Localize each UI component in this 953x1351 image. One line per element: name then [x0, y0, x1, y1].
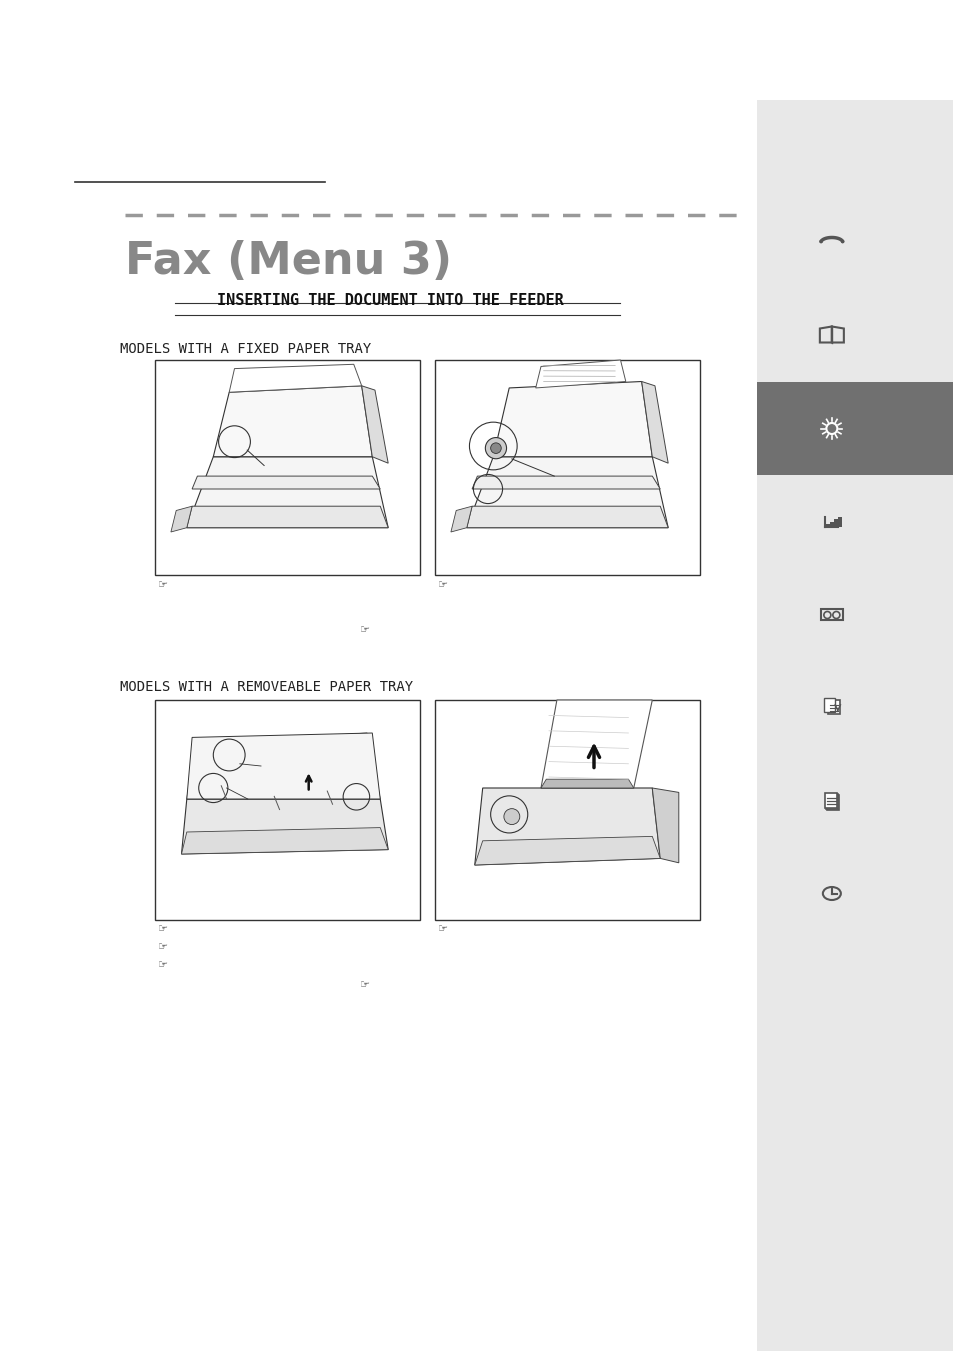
Text: INSERTING THE DOCUMENT INTO THE FEEDER: INSERTING THE DOCUMENT INTO THE FEEDER [216, 293, 563, 308]
Bar [435, 700, 700, 920]
Circle shape [503, 809, 519, 824]
Polygon shape [493, 381, 652, 457]
Text: ☞: ☞ [158, 942, 168, 952]
Polygon shape [187, 734, 380, 798]
Polygon shape [192, 476, 380, 489]
Bar [757, 940, 953, 1034]
Polygon shape [536, 359, 625, 388]
Text: ☞: ☞ [158, 924, 168, 934]
Bar [757, 196, 953, 289]
Polygon shape [187, 507, 388, 528]
Polygon shape [641, 381, 667, 463]
Polygon shape [475, 836, 659, 865]
Polygon shape [187, 734, 380, 798]
Polygon shape [187, 457, 388, 528]
Text: ☞: ☞ [437, 580, 448, 590]
Polygon shape [540, 700, 652, 788]
Bar [825, 524, 829, 527]
Bar [757, 754, 953, 847]
Polygon shape [827, 700, 839, 713]
Polygon shape [466, 457, 667, 528]
Polygon shape [826, 794, 839, 809]
Circle shape [490, 443, 500, 454]
Polygon shape [475, 788, 659, 865]
Bar [757, 567, 953, 661]
Polygon shape [652, 788, 679, 863]
Polygon shape [171, 507, 192, 532]
Text: ☞: ☞ [158, 580, 168, 590]
Bar [757, 1125, 953, 1219]
Polygon shape [451, 507, 472, 532]
Bar [820, 609, 842, 620]
Text: MODELS WITH A REMOVEABLE PAPER TRAY: MODELS WITH A REMOVEABLE PAPER TRAY [120, 680, 413, 694]
Circle shape [485, 438, 506, 459]
Bar [435, 359, 700, 576]
Polygon shape [824, 793, 837, 808]
Circle shape [840, 239, 843, 243]
Bar [757, 289, 953, 382]
Bar [757, 1034, 953, 1125]
Bar [838, 516, 841, 527]
Bar [757, 1219, 953, 1351]
Bar [757, 100, 953, 196]
Text: MODELS WITH A FIXED PAPER TRAY: MODELS WITH A FIXED PAPER TRAY [120, 342, 371, 357]
Bar [757, 476, 953, 567]
Bar [829, 521, 833, 527]
Polygon shape [472, 476, 659, 489]
Circle shape [819, 239, 822, 243]
Polygon shape [213, 386, 372, 457]
Text: ☞: ☞ [158, 961, 168, 970]
Polygon shape [181, 798, 388, 854]
Bar [757, 661, 953, 754]
Polygon shape [823, 697, 835, 712]
Text: ☞: ☞ [437, 924, 448, 934]
Polygon shape [825, 793, 838, 808]
Polygon shape [229, 365, 361, 392]
Bar [154, 359, 419, 576]
Polygon shape [540, 780, 633, 788]
Bar [154, 700, 419, 920]
Polygon shape [181, 828, 388, 854]
Bar [757, 382, 953, 476]
Text: ☞: ☞ [359, 979, 370, 990]
Polygon shape [466, 507, 667, 528]
Text: ☞: ☞ [359, 626, 370, 635]
Bar [757, 847, 953, 940]
Bar [833, 519, 837, 527]
Polygon shape [361, 386, 388, 463]
Text: Fax (Menu 3): Fax (Menu 3) [125, 240, 452, 282]
